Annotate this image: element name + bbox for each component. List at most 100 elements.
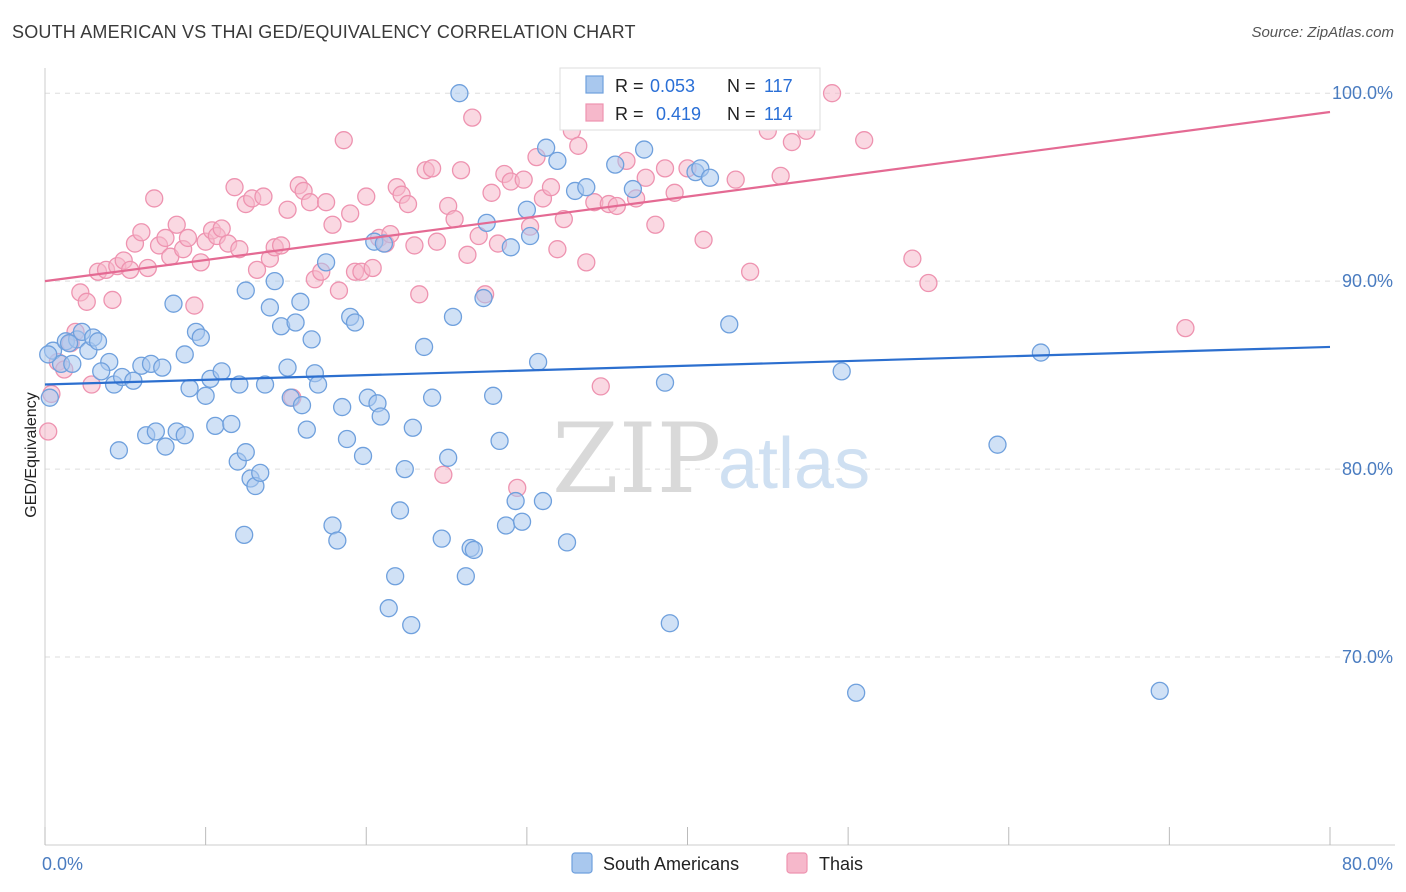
thais-point — [855, 131, 874, 150]
south-americans-point — [577, 178, 596, 197]
south-americans-point — [379, 599, 398, 618]
south-americans-point — [222, 414, 241, 434]
thais-point — [178, 228, 198, 248]
watermark-atlas: atlas — [718, 424, 870, 504]
thais-point — [458, 245, 477, 264]
thais-point — [329, 281, 349, 300]
south-americans-point — [236, 281, 255, 300]
south-americans-point — [847, 683, 866, 702]
stats-legend-n-label-blue: N = — [727, 76, 756, 96]
south-americans-point — [206, 416, 225, 436]
thais-point — [427, 232, 447, 251]
stats-legend-r-label-pink: R = — [615, 104, 644, 124]
thais-point — [463, 108, 482, 127]
thais-point — [316, 193, 336, 212]
thais-point — [230, 240, 249, 259]
south-americans-point — [292, 396, 312, 415]
thais-point — [357, 187, 376, 206]
thais-point — [185, 296, 204, 315]
stats-legend-n-value-pink: 114 — [764, 104, 793, 124]
south-americans-point — [439, 448, 458, 467]
south-americans-point — [337, 429, 357, 449]
thais-point — [434, 465, 453, 484]
south-americans-point — [374, 234, 394, 253]
y-tick-label: 80.0% — [1342, 459, 1393, 479]
south-americans-point — [156, 437, 175, 456]
south-americans-point — [517, 200, 537, 219]
south-americans-point — [490, 431, 509, 451]
thais-point — [82, 375, 101, 394]
x-axis-ticks — [44, 827, 1331, 845]
south-americans-point — [175, 345, 194, 364]
south-americans-points — [39, 84, 1169, 702]
y-tick-labels: 70.0% 80.0% 90.0% 100.0% — [1332, 83, 1393, 667]
south-americans-point — [146, 422, 165, 441]
south-americans-point — [230, 375, 249, 394]
south-americans-point — [443, 307, 463, 327]
y-axis-label: GED/Equivalency — [23, 392, 40, 517]
thais-point — [822, 84, 842, 103]
south-americans-point — [260, 298, 280, 317]
thais-point — [300, 193, 320, 212]
thais-point — [694, 230, 713, 249]
grid-lines — [45, 92, 1395, 658]
south-americans-point — [606, 155, 625, 174]
south-americans-point — [328, 531, 347, 550]
stats-legend-swatch-pink — [585, 103, 604, 122]
y-tick-label: 90.0% — [1342, 271, 1393, 291]
stats-legend-swatch-blue — [585, 75, 604, 94]
thais-point — [247, 260, 267, 280]
stats-legend-r-value-blue: 0.053 — [650, 76, 695, 96]
south-americans-point — [501, 238, 520, 257]
south-americans-point — [655, 373, 675, 392]
stats-legend: R = 0.053 N = 117 R = 0.419 N = 114 — [559, 67, 821, 131]
thais-point — [903, 249, 922, 268]
thais-point — [422, 159, 442, 178]
south-americans-point — [506, 491, 525, 511]
thais-point — [278, 200, 297, 219]
south-americans-point — [464, 540, 484, 560]
thais-point — [655, 159, 675, 178]
watermark-zip: ZIP — [552, 403, 721, 515]
thais-point — [341, 204, 360, 223]
south-americans-point — [59, 334, 79, 353]
south-americans-point — [403, 418, 422, 437]
south-americans-point — [212, 362, 231, 381]
south-americans-point — [450, 84, 469, 103]
thais-point — [919, 273, 938, 293]
thais-point — [445, 209, 464, 229]
thais-point — [740, 262, 760, 281]
south-americans-point — [512, 512, 532, 531]
thais-point — [771, 166, 790, 186]
thais-point — [323, 215, 342, 234]
thais-point — [132, 223, 151, 242]
series-legend-swatch-south-americans — [571, 852, 593, 874]
south-americans-point — [235, 525, 254, 545]
thais-point — [156, 228, 175, 248]
thais-point — [363, 258, 382, 278]
south-americans-point — [39, 345, 58, 364]
series-legend: South Americans Thais — [571, 852, 863, 874]
south-americans-point — [634, 140, 654, 159]
south-americans-point — [153, 358, 172, 377]
thais-point — [451, 161, 471, 180]
south-americans-trend-line — [44, 345, 1331, 386]
thais-point — [646, 215, 665, 234]
south-americans-point — [720, 315, 739, 334]
south-americans-point — [251, 463, 270, 483]
south-americans-point — [345, 313, 365, 332]
south-americans-point — [520, 226, 540, 246]
thais-point — [636, 168, 655, 187]
south-americans-point — [297, 420, 316, 439]
south-americans-point — [395, 459, 414, 479]
thais-point — [225, 178, 244, 197]
south-americans-point — [1150, 681, 1169, 701]
south-americans-point — [191, 328, 210, 347]
south-americans-point — [496, 516, 516, 535]
south-americans-point — [92, 362, 111, 381]
south-americans-point — [623, 179, 643, 199]
south-americans-point — [528, 352, 548, 372]
south-americans-point — [660, 614, 679, 633]
thais-point — [39, 422, 58, 441]
